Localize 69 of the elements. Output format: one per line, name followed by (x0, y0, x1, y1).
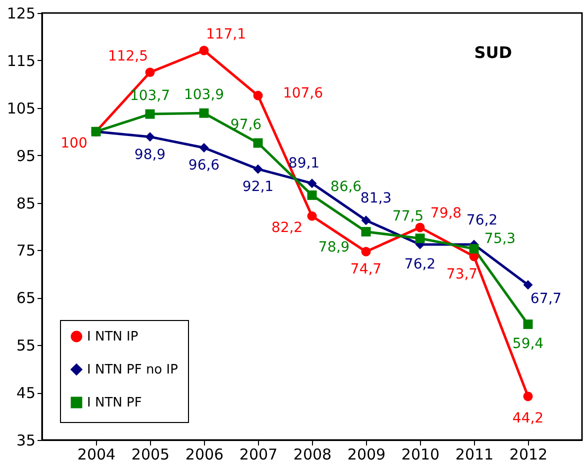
point (361, 246, 371, 256)
point (145, 132, 155, 142)
point (307, 211, 317, 221)
point (523, 319, 533, 329)
point (307, 178, 317, 188)
y-tick-label: 105 (6, 99, 36, 118)
data-label: 103,7 (130, 88, 170, 104)
data-label: 76,2 (404, 256, 436, 273)
data-label: 77,5 (392, 208, 424, 224)
data-label: 74,7 (350, 262, 382, 278)
point (415, 222, 425, 232)
point (523, 280, 533, 290)
y-tick-label: 95 (16, 146, 36, 165)
data-label: 117,1 (206, 26, 246, 42)
text: SUD (474, 43, 512, 62)
data-label: 103,9 (184, 87, 224, 104)
data-label: 89,1 (288, 155, 320, 172)
y-tick-label: 45 (16, 384, 36, 402)
point (253, 164, 263, 174)
legend-label: I NTN IP (87, 330, 138, 344)
data-label: 81,3 (360, 190, 392, 206)
x-tick-label: 2008 (293, 446, 332, 464)
data-label: 79,8 (430, 205, 462, 222)
data-label: 86,6 (330, 179, 362, 196)
data-label: 59,4 (512, 336, 544, 352)
x-tick-label: 2007 (239, 446, 278, 464)
point (415, 234, 425, 244)
x-tick-label: 2009 (347, 446, 386, 464)
data-label: 75,3 (484, 230, 516, 247)
y-tick-label: 115 (6, 52, 36, 70)
point (361, 216, 371, 226)
x-tick-label: 2010 (401, 446, 440, 464)
x-tick-label: 2012 (509, 446, 548, 464)
point (145, 109, 155, 119)
data-label: 97,6 (230, 117, 262, 133)
data-label: 76,2 (466, 212, 498, 229)
y-tick-label: 65 (16, 289, 36, 308)
point (523, 392, 533, 402)
x-tick-label: 2005 (131, 446, 170, 464)
data-label: 67,7 (530, 290, 562, 307)
point (199, 143, 209, 152)
legend-label: I NTN PF (87, 396, 142, 410)
y-tick-label: 125 (6, 4, 36, 22)
data-label: 107,6 (282, 86, 324, 102)
data-label: 44,2 (512, 410, 544, 426)
data-label: 112,5 (108, 48, 148, 64)
x-tick-label: 2006 (185, 446, 224, 464)
data-label: 96,6 (188, 158, 220, 174)
point (361, 226, 371, 236)
data-label: 73,7 (446, 266, 478, 282)
data-label: 98,9 (134, 146, 166, 163)
point (253, 90, 263, 100)
y-tick-label: 85 (16, 194, 36, 212)
data-label: 78,9 (318, 240, 350, 256)
point (253, 138, 263, 148)
y-tick-label: 75 (16, 242, 36, 260)
point (145, 68, 155, 78)
point (307, 190, 317, 200)
point (199, 108, 209, 118)
x-tick-label: 2004 (77, 446, 116, 464)
data-label: 92,1 (242, 179, 274, 196)
point (199, 46, 209, 56)
y-tick-label: 35 (16, 432, 36, 450)
legend-label: I NTN PF no IP (87, 362, 178, 378)
y-tick-label: 55 (16, 336, 36, 355)
point (469, 244, 479, 254)
x-tick-label: 2011 (455, 446, 494, 464)
data-label: 100 (60, 136, 88, 152)
data-label: 82,2 (271, 220, 303, 236)
